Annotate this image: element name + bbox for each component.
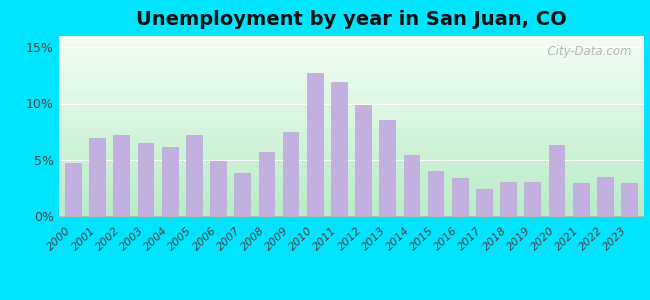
Bar <box>380 120 395 216</box>
Bar <box>331 82 346 216</box>
Title: Unemployment by year in San Juan, CO: Unemployment by year in San Juan, CO <box>136 10 566 29</box>
Bar <box>452 178 467 216</box>
Bar <box>476 189 492 216</box>
Bar <box>138 143 153 216</box>
Bar <box>210 161 226 216</box>
Bar <box>235 173 250 216</box>
Bar <box>162 147 177 216</box>
Bar <box>428 171 443 216</box>
Bar <box>525 182 540 216</box>
Bar <box>597 177 613 216</box>
Bar <box>307 73 322 216</box>
Bar <box>114 135 129 216</box>
Bar <box>621 183 637 216</box>
Text: City-Data.com: City-Data.com <box>540 45 632 58</box>
Bar <box>500 182 516 216</box>
Bar <box>356 105 371 216</box>
Bar <box>283 132 298 216</box>
Bar <box>89 138 105 216</box>
Bar <box>404 155 419 216</box>
Bar <box>186 135 202 216</box>
Bar <box>65 163 81 216</box>
Bar <box>549 145 564 216</box>
Bar <box>573 183 588 216</box>
Bar <box>259 152 274 216</box>
